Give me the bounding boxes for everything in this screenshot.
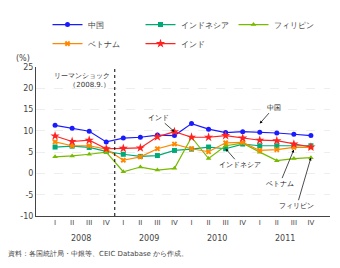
svg-text:II: II xyxy=(138,219,142,227)
svg-text:インドネシア: インドネシア xyxy=(219,161,261,169)
svg-text:I: I xyxy=(259,219,261,227)
svg-text:2011: 2011 xyxy=(275,234,295,243)
svg-text:0: 0 xyxy=(28,169,33,178)
svg-text:ベトナム: ベトナム xyxy=(266,180,294,188)
svg-text:-5: -5 xyxy=(25,191,33,200)
svg-text:III: III xyxy=(291,219,297,227)
svg-text:2010: 2010 xyxy=(207,234,227,243)
svg-text:III: III xyxy=(223,219,229,227)
svg-text:I: I xyxy=(122,219,124,227)
svg-text:IV: IV xyxy=(171,219,178,227)
svg-text:25: 25 xyxy=(23,63,33,72)
svg-text:インド: インド xyxy=(181,40,205,49)
svg-text:リーマンショック（2008.9.）: リーマンショック（2008.9.） xyxy=(54,72,110,89)
svg-text:IV: IV xyxy=(103,219,110,227)
svg-text:20: 20 xyxy=(23,84,33,93)
svg-text:-10: -10 xyxy=(20,212,33,221)
svg-text:2008: 2008 xyxy=(71,234,91,243)
svg-text:中国: 中国 xyxy=(267,104,281,112)
svg-text:フィリピン: フィリピン xyxy=(279,202,314,210)
svg-text:(%): (%) xyxy=(16,54,30,63)
svg-text:III: III xyxy=(154,219,160,227)
svg-text:中国: 中国 xyxy=(88,21,104,30)
svg-text:I: I xyxy=(54,219,56,227)
svg-text:フィリピン: フィリピン xyxy=(274,21,314,30)
svg-text:IV: IV xyxy=(307,219,314,227)
svg-text:5: 5 xyxy=(28,148,33,157)
svg-text:10: 10 xyxy=(23,127,33,136)
svg-text:I: I xyxy=(190,219,192,227)
svg-text:資料：各国統計局・中銀等、CEIC Database から作: 資料：各国統計局・中銀等、CEIC Database から作成。 xyxy=(8,250,188,258)
svg-text:III: III xyxy=(86,219,92,227)
svg-text:15: 15 xyxy=(23,105,33,114)
svg-text:インドネシア: インドネシア xyxy=(181,21,229,30)
svg-text:IV: IV xyxy=(239,219,246,227)
svg-text:II: II xyxy=(207,219,211,227)
svg-text:2009: 2009 xyxy=(139,234,159,243)
svg-text:II: II xyxy=(275,219,279,227)
svg-text:ベトナム: ベトナム xyxy=(88,40,120,49)
svg-text:インド: インド xyxy=(148,114,169,122)
svg-text:II: II xyxy=(70,219,74,227)
